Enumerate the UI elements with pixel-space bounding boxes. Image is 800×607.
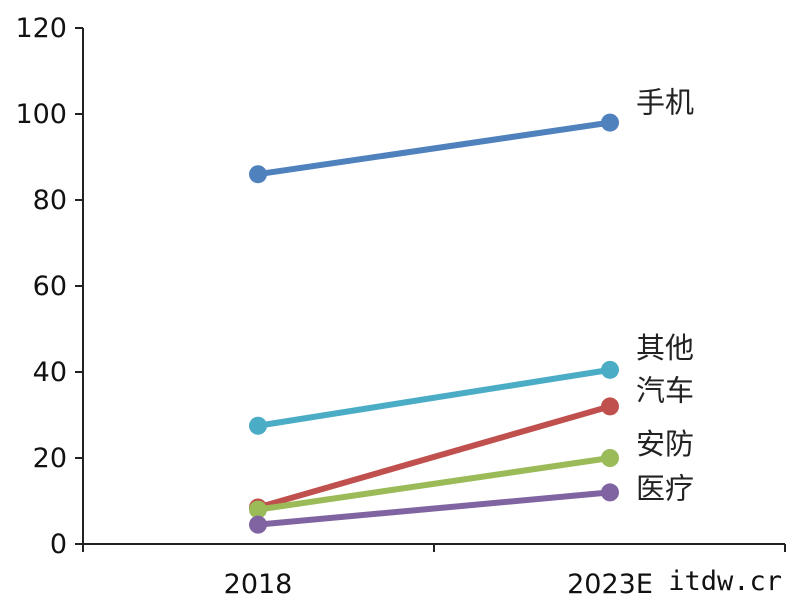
- y-tick-label: 100: [15, 99, 67, 130]
- data-point: [601, 483, 619, 502]
- series-label: 汽车: [636, 373, 694, 407]
- y-tick-label: 0: [50, 529, 67, 560]
- series-label: 其他: [636, 331, 694, 365]
- series-line: [255, 455, 613, 513]
- data-point: [249, 165, 267, 184]
- data-point: [601, 113, 619, 132]
- y-tick-label: 80: [33, 185, 67, 216]
- data-point: [601, 449, 619, 467]
- series-label: 医疗: [636, 471, 694, 505]
- x-tick-label: 2023E: [567, 569, 653, 600]
- x-axis-ticks: 2018 2023E: [82, 544, 786, 600]
- x-tick-label: 2018: [224, 569, 293, 600]
- series-layer: [249, 113, 619, 534]
- data-point: [601, 397, 619, 416]
- watermark-text: itdw.cr: [668, 566, 782, 597]
- series-line: [255, 366, 613, 429]
- data-point: [249, 416, 267, 435]
- data-point: [249, 500, 267, 519]
- data-point: [601, 360, 619, 379]
- data-point: [249, 515, 267, 534]
- series-label: 安防: [636, 427, 694, 461]
- y-tick-label: 20: [33, 443, 67, 474]
- series-label: 手机: [636, 86, 694, 120]
- y-tick-label: 120: [15, 13, 67, 44]
- y-tick-label: 40: [33, 357, 67, 388]
- series-line: [255, 489, 613, 528]
- y-tick-label: 60: [33, 271, 67, 302]
- y-axis-ticks: 0 20 40 60 80 100 120: [15, 13, 83, 560]
- series-line: [255, 119, 613, 178]
- series-line: [255, 403, 613, 511]
